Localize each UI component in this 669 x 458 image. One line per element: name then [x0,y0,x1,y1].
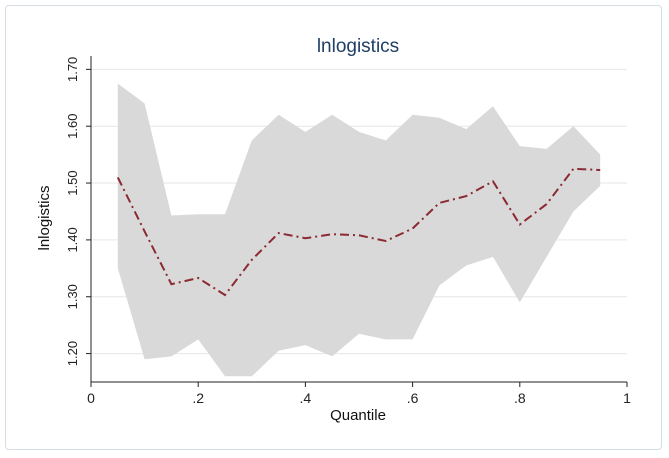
x-tick-label: 0 [87,390,95,406]
series-line [116,167,601,297]
confidence-band [117,83,601,377]
y-tick-label: 1.20 [65,341,80,366]
axes: 1.20 1.30 1.40 1.50 1.60 1.70 0 .2 .4 .6 .8 1 [65,56,631,406]
x-tick-label: .4 [300,390,312,406]
y-tick-label: 1.60 [65,114,80,139]
y-tick-label: 1.40 [65,227,80,252]
x-tick-label: 1 [623,390,631,406]
y-tick-label: 1.30 [65,284,80,309]
y-axis-label: lnlogistics [36,185,53,250]
x-tick-label: .8 [514,390,526,406]
x-axis-label: Quantile [330,407,386,424]
y-tick-label: 1.50 [65,170,80,195]
x-tick-label: .6 [407,390,419,406]
chart-title: lnlogistics [317,36,399,57]
y-tick-label: 1.70 [65,57,80,82]
x-tick-label: .2 [192,390,204,406]
